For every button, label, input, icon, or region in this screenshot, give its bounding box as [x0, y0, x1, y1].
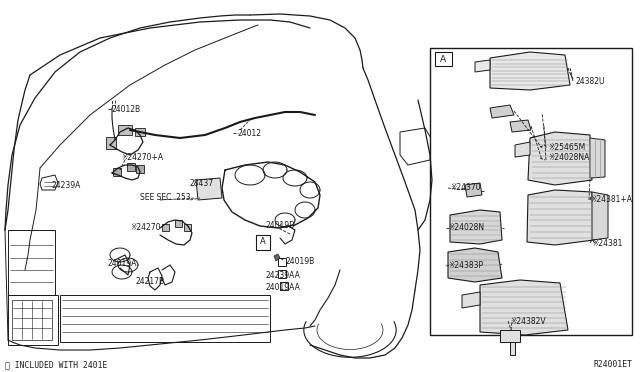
Polygon shape [118, 125, 132, 135]
Polygon shape [465, 183, 482, 197]
Polygon shape [490, 105, 514, 118]
Text: 24012B: 24012B [112, 105, 141, 113]
Text: 28437: 28437 [189, 179, 213, 187]
Text: ※24270: ※24270 [130, 224, 161, 232]
Text: 24012: 24012 [237, 128, 261, 138]
Polygon shape [500, 330, 520, 342]
Polygon shape [490, 52, 570, 90]
Text: ※24370: ※24370 [450, 183, 481, 192]
Polygon shape [590, 138, 605, 178]
Text: A: A [260, 237, 266, 247]
Polygon shape [592, 192, 608, 240]
Polygon shape [184, 224, 191, 231]
Text: ※25465M: ※25465M [548, 142, 585, 151]
Polygon shape [162, 224, 169, 231]
Polygon shape [475, 60, 490, 72]
Polygon shape [515, 142, 530, 157]
Text: ※24381+A: ※24381+A [590, 196, 632, 205]
Text: 24019A: 24019A [108, 259, 138, 267]
Polygon shape [430, 48, 632, 335]
Text: ※24028NA: ※24028NA [548, 154, 589, 163]
Polygon shape [510, 120, 531, 132]
Text: 24019B: 24019B [285, 257, 314, 266]
Polygon shape [448, 248, 502, 282]
Text: 24019D: 24019D [266, 221, 296, 231]
Text: 24239A: 24239A [52, 180, 81, 189]
Text: ※24028N: ※24028N [448, 224, 484, 232]
Text: ※24381: ※24381 [592, 238, 622, 247]
Polygon shape [435, 52, 452, 66]
Polygon shape [127, 163, 135, 171]
Polygon shape [196, 178, 222, 200]
Polygon shape [528, 132, 592, 185]
Text: A: A [440, 55, 446, 64]
Polygon shape [175, 220, 182, 227]
Polygon shape [480, 280, 568, 335]
Text: SEE SEC. 253: SEE SEC. 253 [140, 192, 191, 202]
Text: 24239AA: 24239AA [265, 270, 300, 279]
Polygon shape [135, 128, 145, 136]
Polygon shape [274, 254, 280, 261]
Polygon shape [256, 235, 270, 250]
Polygon shape [462, 292, 480, 308]
Text: ※24270+A: ※24270+A [121, 153, 163, 161]
Text: ※24382V: ※24382V [510, 317, 546, 326]
Polygon shape [450, 210, 502, 244]
Text: 24382U: 24382U [575, 77, 605, 86]
Polygon shape [527, 190, 594, 245]
Text: ※ INCLUDED WITH 2401E: ※ INCLUDED WITH 2401E [5, 360, 108, 369]
Polygon shape [106, 137, 116, 149]
Text: 24019AA: 24019AA [265, 282, 300, 292]
Text: ※24383P: ※24383P [448, 262, 483, 270]
Polygon shape [136, 165, 144, 173]
Text: 24217B: 24217B [136, 276, 165, 285]
Polygon shape [510, 342, 515, 355]
Text: R24001ET: R24001ET [594, 360, 633, 369]
Polygon shape [113, 168, 121, 176]
